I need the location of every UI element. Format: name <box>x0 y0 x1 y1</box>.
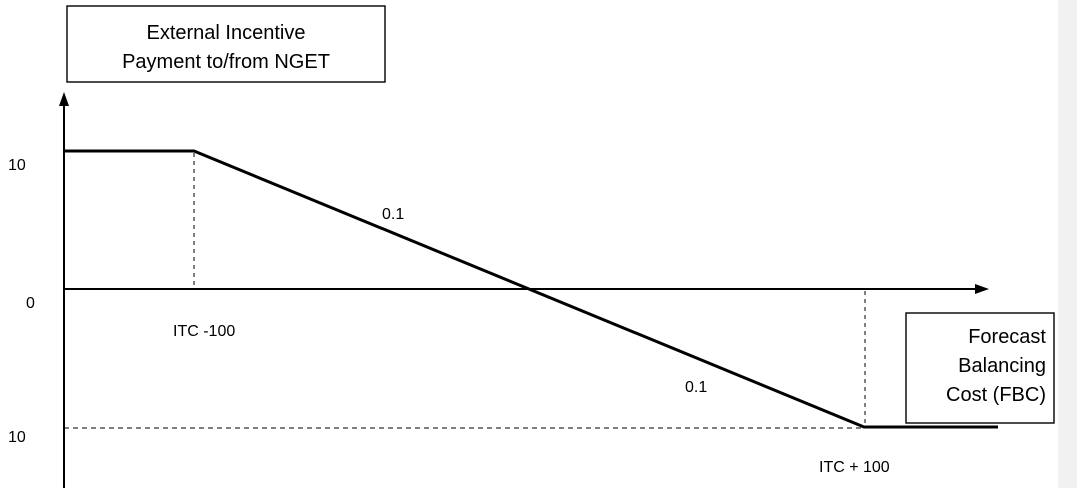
x-axis-label-line1: Forecast <box>968 326 1046 348</box>
x-axis-label-line2: Balancing <box>958 355 1046 377</box>
x-axis-label-line3: Cost (FBC) <box>946 384 1046 406</box>
payment-function-line <box>64 149 998 429</box>
slope-label-upper: 0.1 <box>382 206 404 223</box>
x-axis-box-frame <box>905 312 1055 424</box>
y-tick-zero: 0 <box>26 295 35 312</box>
x-tick-left: ITC -100 <box>173 323 235 340</box>
y-axis-label-box: External Incentive Payment to/from NGET <box>66 5 386 83</box>
x-tick-right: ITC + 100 <box>819 459 890 476</box>
y-axis-arrowhead <box>59 92 69 106</box>
side-strip <box>1058 0 1077 488</box>
y-axis-label-line1: External Incentive <box>147 22 306 44</box>
y-axis-box-frame <box>66 5 386 83</box>
y-tick-bottom: 10 <box>8 429 26 446</box>
x-axis-label-box: Forecast Balancing Cost (FBC) <box>905 312 1055 424</box>
y-tick-top: 10 <box>8 157 26 174</box>
x-axis-arrowhead <box>975 284 989 294</box>
y-axis-label-line2: Payment to/from NGET <box>122 51 330 73</box>
slope-label-lower: 0.1 <box>685 379 707 396</box>
